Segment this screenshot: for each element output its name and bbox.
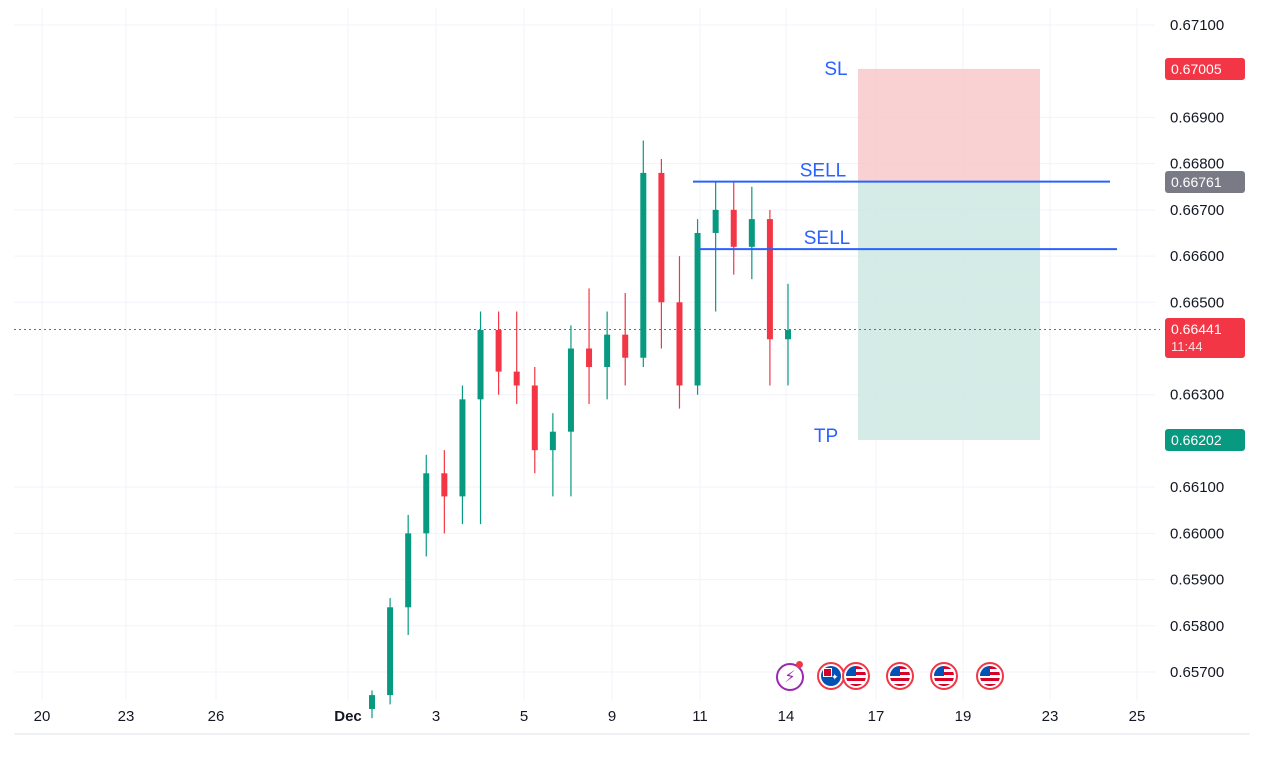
candle-body	[748, 219, 755, 247]
entry-price-tag: 0.66761	[1165, 171, 1245, 193]
us-flag-icon-1[interactable]	[842, 662, 870, 690]
bar-countdown: 11:44	[1171, 339, 1203, 354]
candle-body	[785, 330, 791, 340]
candle-body	[387, 607, 394, 696]
current-price-tag: 0.66441 11:44	[1165, 318, 1245, 358]
candle-body	[586, 348, 593, 367]
stop-loss-zone	[858, 68, 1040, 182]
candle-body	[405, 533, 412, 608]
candle-body	[477, 330, 484, 400]
candle-body	[459, 399, 466, 497]
tp-label: TP	[814, 426, 838, 447]
x-tick-label: 26	[208, 708, 225, 725]
x-tick-label: 23	[118, 708, 135, 725]
tp-price-value: 0.66202	[1171, 432, 1222, 448]
x-tick-label: 17	[868, 708, 885, 725]
sell-label-1: SELL	[800, 161, 846, 182]
candle-body	[658, 172, 665, 303]
y-tick-label: 0.66300	[1170, 387, 1224, 404]
x-tick-label: 14	[778, 708, 795, 725]
candle-body	[604, 334, 611, 367]
entry-price-value: 0.66761	[1171, 174, 1222, 190]
sl-price-value: 0.67005	[1171, 61, 1222, 77]
x-tick-label: 11	[692, 708, 708, 725]
y-tick-label: 0.66900	[1170, 109, 1224, 126]
au-flag-icon[interactable]	[817, 662, 845, 690]
take-profit-zone	[858, 181, 1040, 441]
us-flag-icon-4[interactable]	[976, 662, 1004, 690]
candle-body	[567, 348, 574, 432]
y-tick-label: 0.66500	[1170, 294, 1224, 311]
x-tick-label: 5	[520, 708, 528, 725]
y-tick-label: 0.66700	[1170, 202, 1224, 219]
x-tick-label: 23	[1042, 708, 1059, 725]
current-price-value: 0.66441	[1171, 321, 1222, 337]
y-tick-label: 0.65700	[1170, 664, 1224, 681]
x-tick-label: 3	[432, 708, 440, 725]
x-tick-label: 25	[1129, 708, 1146, 725]
tp-price-tag: 0.66202	[1165, 429, 1245, 451]
sell-label-2: SELL	[804, 228, 850, 249]
candle-body	[622, 334, 629, 358]
candle-body	[640, 172, 647, 358]
y-tick-label: 0.66000	[1170, 525, 1224, 542]
sl-label: SL	[824, 59, 847, 80]
y-tick-label: 0.66800	[1170, 156, 1224, 173]
candle-body	[495, 330, 502, 372]
candle-body	[676, 302, 683, 386]
us-flag-icon-3[interactable]	[930, 662, 958, 690]
candle-body	[766, 219, 773, 340]
candle-body	[730, 209, 737, 247]
event-badge-dot	[796, 661, 803, 668]
x-tick-label: Dec	[334, 708, 362, 725]
candle-body	[369, 695, 375, 709]
us-flag-icon-2[interactable]	[886, 662, 914, 690]
y-tick-label: 0.66100	[1170, 479, 1224, 496]
candle-body	[712, 209, 719, 233]
x-tick-label: 20	[34, 708, 51, 725]
x-tick-label: 19	[955, 708, 972, 725]
candle-body	[423, 473, 430, 534]
candle-body	[441, 473, 448, 497]
candle-body	[549, 431, 556, 451]
candle-body	[513, 371, 520, 386]
candle-body	[694, 232, 701, 386]
candle-body	[531, 385, 538, 451]
sl-price-tag: 0.67005	[1165, 58, 1245, 80]
y-tick-label: 0.67100	[1170, 17, 1224, 34]
y-tick-label: 0.65800	[1170, 618, 1224, 635]
y-tick-label: 0.65900	[1170, 572, 1224, 589]
x-tick-label: 9	[608, 708, 616, 725]
y-tick-label: 0.66600	[1170, 248, 1224, 265]
